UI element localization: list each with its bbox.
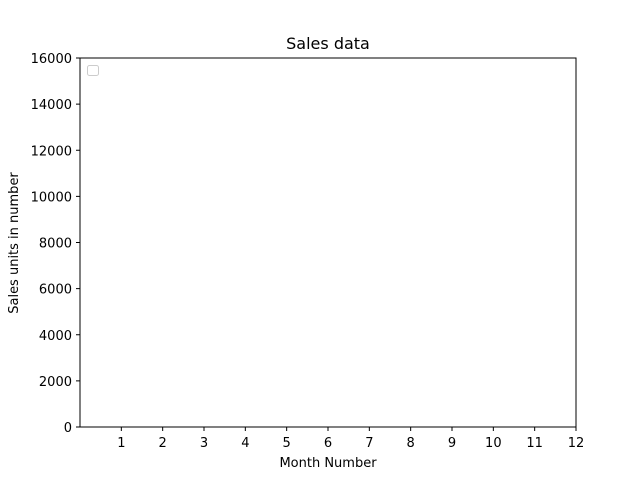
y-axis-label: Sales units in number [7,172,22,314]
x-axis-label: Month Number [279,456,377,471]
x-tick-label: 1 [117,436,125,451]
x-tick-label: 5 [283,436,291,451]
y-tick-label: 0 [64,421,72,436]
legend-box [87,65,99,76]
x-tick-label: 11 [526,436,543,451]
x-tick-label: 12 [568,436,585,451]
x-axis-ticks: 1 2 3 4 5 6 7 8 9 10 11 12 [117,427,584,451]
y-tick-label: 2000 [39,375,72,390]
y-tick-label: 8000 [39,237,72,252]
plot-area [79,57,577,428]
y-tick-label: 10000 [31,190,72,205]
x-tick-label: 2 [159,436,167,451]
y-tick-label: 12000 [31,144,72,159]
x-tick-label: 4 [241,436,249,451]
y-axis-ticks: 0 2000 4000 6000 8000 10000 12000 14000 16000 [31,52,80,436]
x-tick-label: 7 [365,436,373,451]
x-tick-label: 8 [407,436,415,451]
chart-title: Sales data [286,34,370,53]
x-tick-label: 9 [448,436,456,451]
y-tick-label: 4000 [39,329,72,344]
x-tick-label: 3 [200,436,208,451]
y-tick-label: 16000 [31,52,72,67]
x-tick-label: 10 [485,436,502,451]
x-tick-label: 6 [324,436,332,451]
y-tick-label: 6000 [39,283,72,298]
y-tick-label: 14000 [31,98,72,113]
